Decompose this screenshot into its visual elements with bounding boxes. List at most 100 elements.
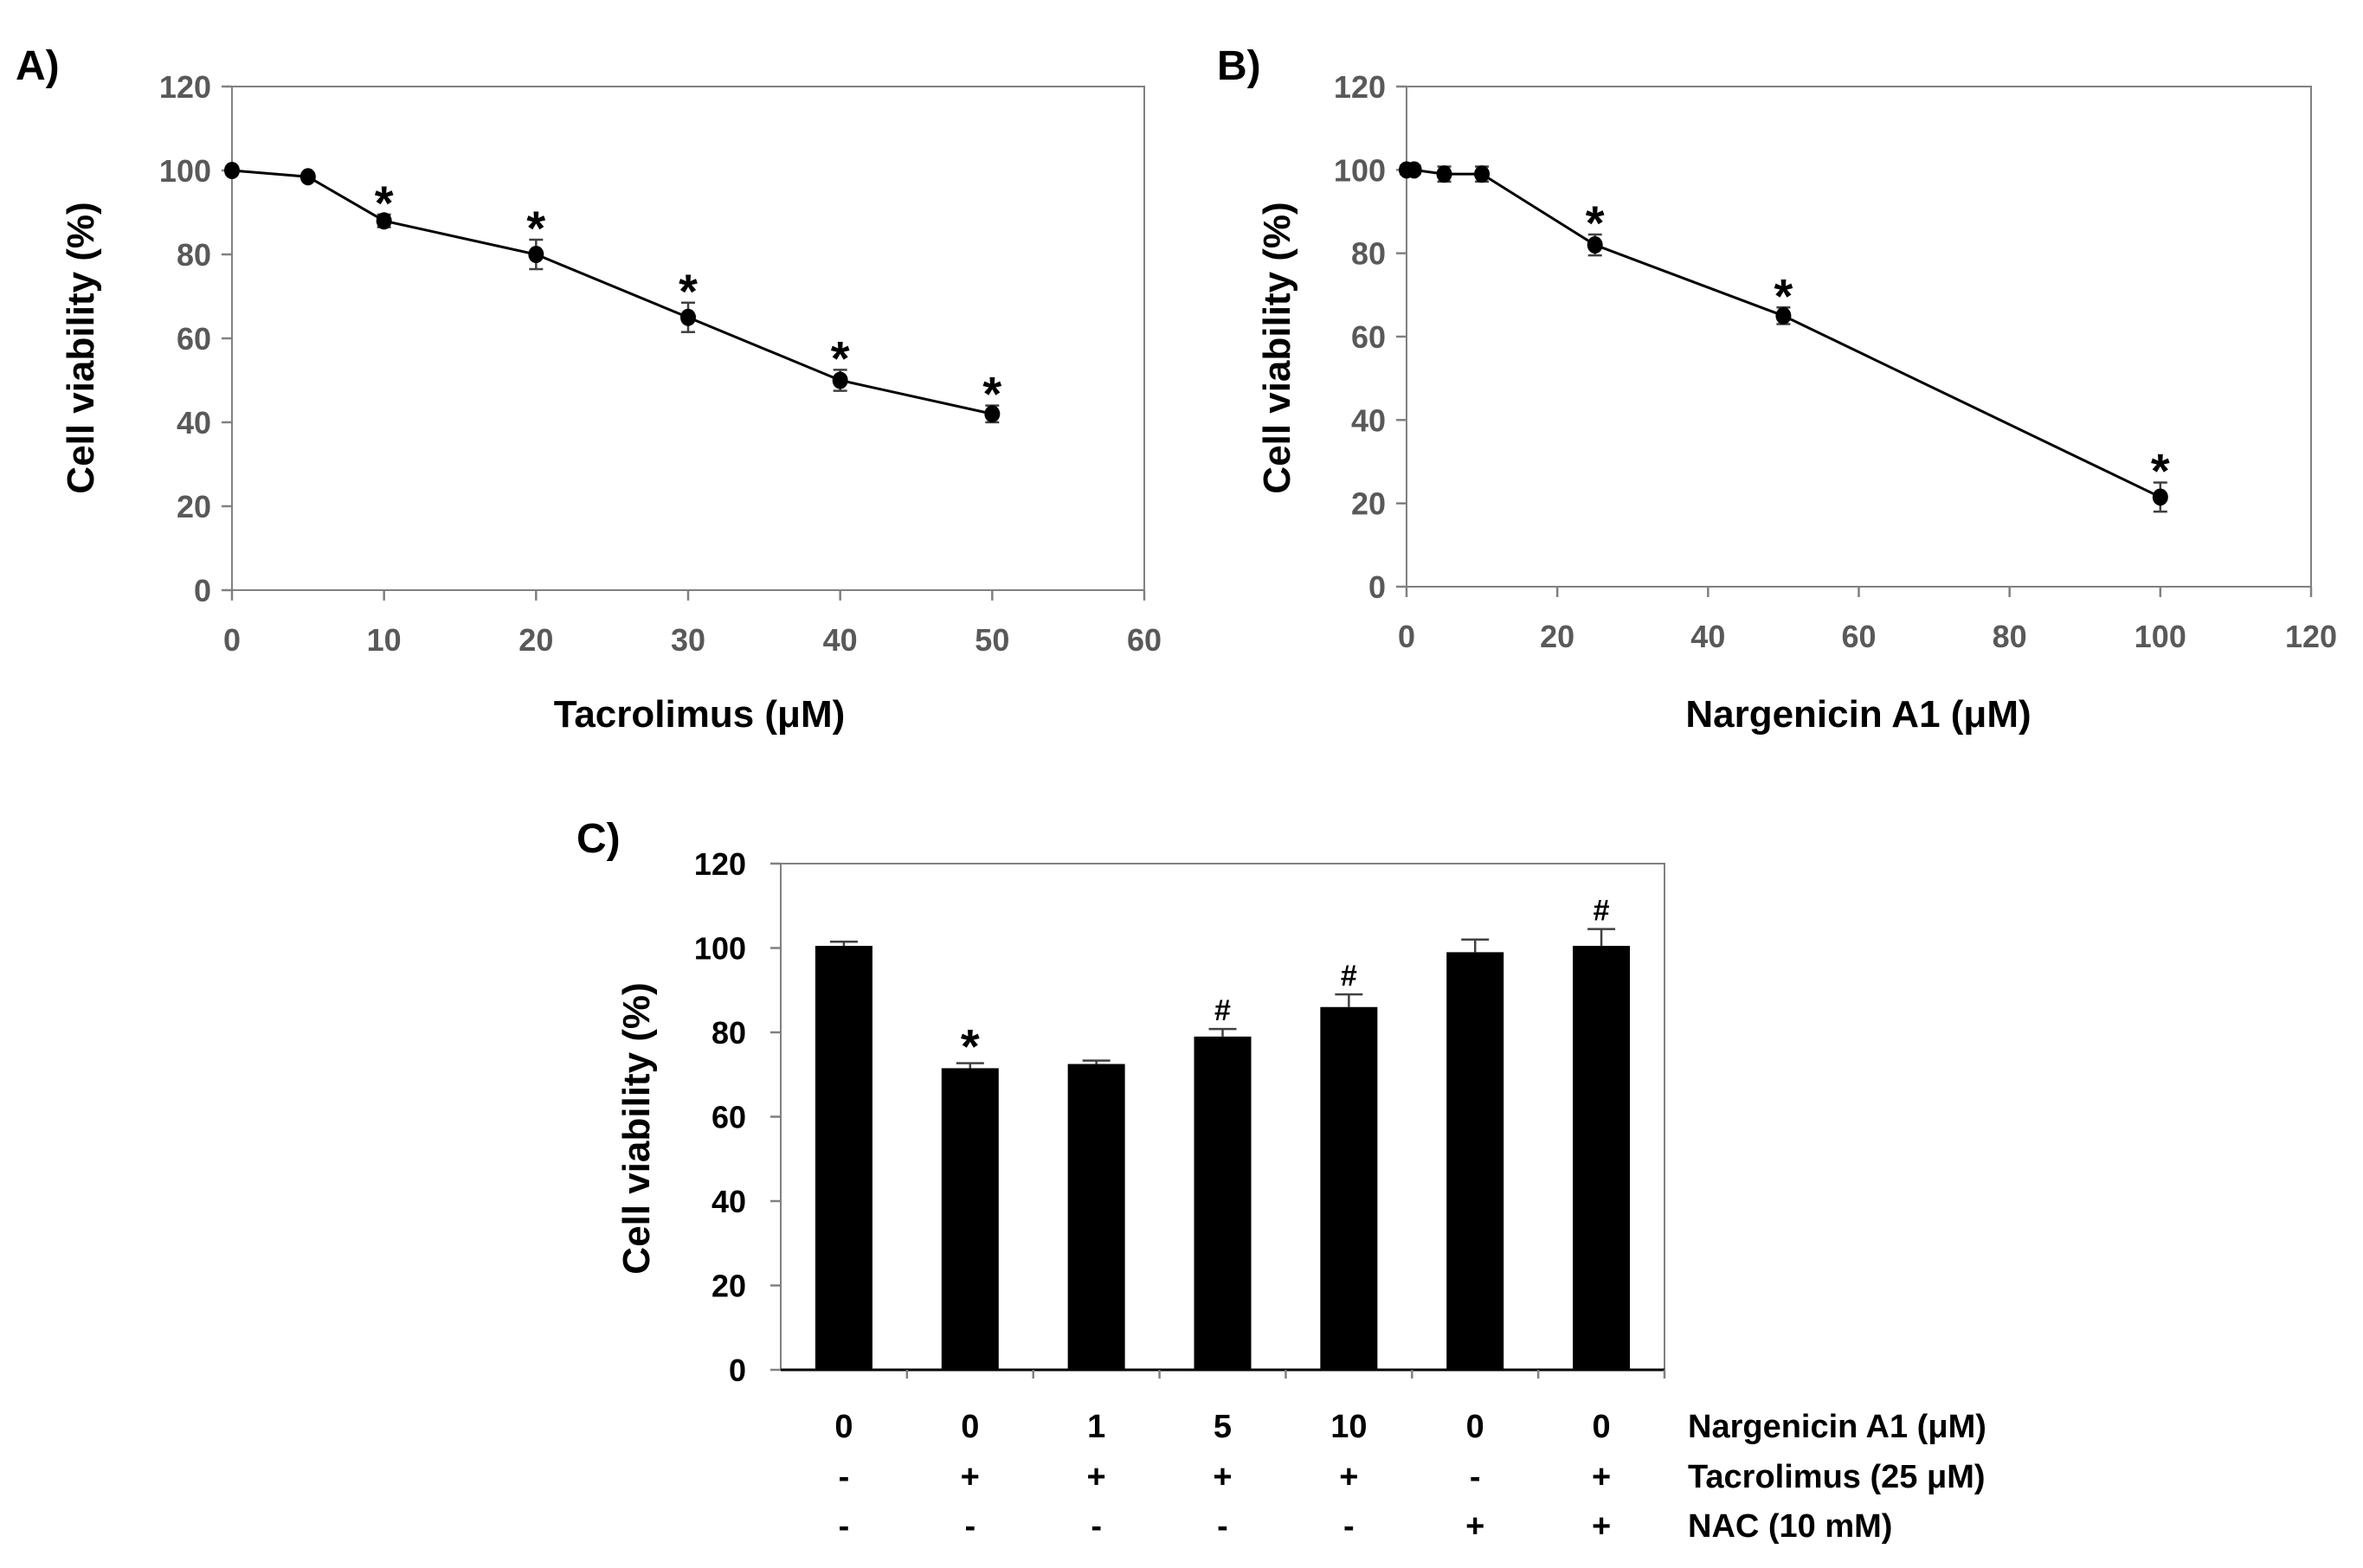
- panel-c-condition-value: -: [1470, 1459, 1481, 1495]
- panel-b-y-tick-label: 100: [1334, 152, 1386, 188]
- panel-b-significance-marker: *: [1586, 196, 1605, 250]
- panel-c-condition-value: +: [1465, 1508, 1484, 1545]
- panel-c-bar-chart: C) Cell viability (%) 020406080100120*##…: [576, 816, 1986, 1545]
- panel-b-y-tick-label: 80: [1351, 236, 1386, 272]
- panel-a-x-tick-label: 50: [975, 622, 1009, 658]
- panel-c-condition-value: -: [1217, 1508, 1228, 1545]
- panel-c-significance-marker: *: [961, 1019, 980, 1074]
- panel-a-y-tick-label: 40: [177, 405, 211, 440]
- panel-c-bar: [1067, 1064, 1125, 1370]
- panel-c-condition-value: -: [839, 1508, 850, 1545]
- panel-a-data-point: [832, 371, 848, 389]
- panel-c-condition-value: -: [839, 1459, 850, 1495]
- panel-c-condition-value: +: [1213, 1459, 1232, 1495]
- panel-a-significance-marker: *: [375, 176, 394, 230]
- panel-a-x-tick-label: 60: [1127, 622, 1162, 658]
- panel-a-x-tick-label: 30: [671, 622, 705, 658]
- panel-b-line-chart: B) Cell viability (%) Nargenicin A1 (μM)…: [1217, 43, 2337, 736]
- panel-b-y-tick-label: 0: [1368, 569, 1386, 605]
- panel-c-condition-value: +: [1339, 1459, 1358, 1495]
- panel-a-significance-marker: *: [679, 264, 698, 318]
- panel-b-y-tick-label: 120: [1334, 69, 1386, 105]
- panel-c-y-tick-label: 80: [711, 1015, 746, 1051]
- panel-a-data-point: [680, 308, 696, 326]
- panel-b-significance-marker: *: [2151, 444, 2170, 498]
- panel-a-y-tick-label: 120: [159, 69, 211, 105]
- panel-b-label: B): [1217, 43, 1261, 89]
- panel-c-condition-value: +: [1087, 1459, 1106, 1495]
- panel-c-y-tick-label: 60: [711, 1100, 746, 1135]
- panel-c-condition-value: +: [1592, 1459, 1611, 1495]
- panel-b-data-point: [1436, 165, 1452, 183]
- panel-a-y-tick-label: 100: [159, 153, 211, 189]
- panel-c-condition-value: 0: [834, 1409, 853, 1445]
- panel-b-x-tick-label: 20: [1540, 619, 1574, 654]
- panel-a-significance-marker: *: [982, 367, 1001, 421]
- panel-b-x-tick-label: 60: [1841, 619, 1876, 654]
- panel-a-series-line: [231, 169, 993, 415]
- panel-c-significance-marker: #: [1341, 960, 1357, 993]
- panel-c-bar: [1573, 946, 1631, 1370]
- panel-b-y-tick-label: 40: [1351, 402, 1386, 438]
- panel-a-data-point: [224, 162, 240, 179]
- panel-c-bar: [1446, 952, 1504, 1370]
- panel-c-bar: [1194, 1036, 1252, 1370]
- panel-c-bar: [941, 1068, 999, 1370]
- panel-c-bar: [814, 946, 872, 1370]
- panel-c-y-tick-label: 20: [711, 1269, 746, 1304]
- panel-c-condition-label: NAC (10 mM): [1688, 1508, 1892, 1545]
- panel-a-label: A): [16, 43, 60, 89]
- panel-a-x-tick-label: 10: [367, 622, 402, 658]
- panel-c-condition-value: +: [961, 1459, 980, 1495]
- panel-b-data-point: [1775, 306, 1792, 325]
- panel-a-x-tick-label: 20: [518, 622, 553, 658]
- panel-a-data-point: [299, 168, 316, 186]
- panel-a-y-tick-label: 80: [177, 237, 211, 273]
- panel-b-data-point: [1587, 236, 1603, 254]
- panel-b-significance-marker: *: [1774, 268, 1793, 323]
- panel-b-x-tick-label: 40: [1690, 619, 1725, 654]
- panel-c-y-tick-label: 120: [694, 846, 746, 882]
- panel-a-plot-frame: [231, 86, 1145, 591]
- panel-c-condition-value: 0: [961, 1409, 979, 1445]
- panel-c-condition-value: +: [1592, 1508, 1611, 1545]
- panel-c-bar: [1320, 1006, 1378, 1370]
- panel-b-data-point: [1406, 161, 1422, 179]
- panel-c-y-tick-label: 40: [711, 1184, 746, 1219]
- panel-a-y-tick-label: 20: [177, 489, 211, 524]
- panel-c-condition-label: Tacrolimus (25 μM): [1688, 1459, 1986, 1495]
- panel-b-data-point: [1474, 165, 1491, 183]
- panel-a-y-tick-label: 0: [194, 573, 211, 608]
- panel-b-x-tick-label: 100: [2134, 619, 2186, 654]
- panel-a-data-point: [528, 246, 544, 263]
- panel-c-condition-value: 0: [1593, 1409, 1611, 1445]
- panel-c-significance-marker: #: [1594, 895, 1610, 928]
- panel-a-x-axis-title: Tacrolimus (μM): [554, 693, 846, 736]
- panel-b-y-tick-label: 20: [1351, 486, 1386, 522]
- panel-b-data-point: [2152, 488, 2168, 506]
- panel-c-condition-value: -: [964, 1508, 975, 1545]
- panel-b-x-tick-label: 0: [1398, 619, 1415, 654]
- panel-a-y-axis-title: Cell viability (%): [60, 202, 102, 493]
- panel-c-condition-value: 10: [1330, 1409, 1367, 1445]
- panel-c-significance-marker: #: [1214, 994, 1231, 1027]
- panel-b-x-tick-label: 80: [1993, 619, 2027, 654]
- panel-c-y-tick-label: 0: [729, 1353, 746, 1388]
- panel-a-line-chart: A) Cell viability (%) Tacrolimus (μM) 0 2…: [16, 43, 1162, 736]
- panel-b-plot-frame: [1406, 86, 2312, 588]
- panel-c-condition-value: 1: [1087, 1409, 1105, 1445]
- panel-b-x-tick-label: 120: [2285, 619, 2337, 654]
- panel-a-significance-marker: *: [831, 331, 850, 385]
- panel-b-y-axis-title: Cell viability (%): [1256, 202, 1298, 493]
- panel-a-x-tick-label: 40: [823, 622, 858, 658]
- panel-b-series-line: [1407, 168, 2161, 498]
- panel-a-data-point: [984, 405, 1001, 423]
- panel-c-condition-label: Nargenicin A1 (μM): [1688, 1409, 1986, 1445]
- panel-c-label: C): [576, 816, 621, 862]
- panel-c-condition-value: 5: [1214, 1409, 1232, 1445]
- panel-b-y-tick-label: 60: [1351, 319, 1386, 355]
- panel-a-y-tick-label: 60: [177, 321, 211, 357]
- panel-c-condition-value: -: [1343, 1508, 1355, 1545]
- panel-c-y-tick-label: 100: [694, 931, 746, 967]
